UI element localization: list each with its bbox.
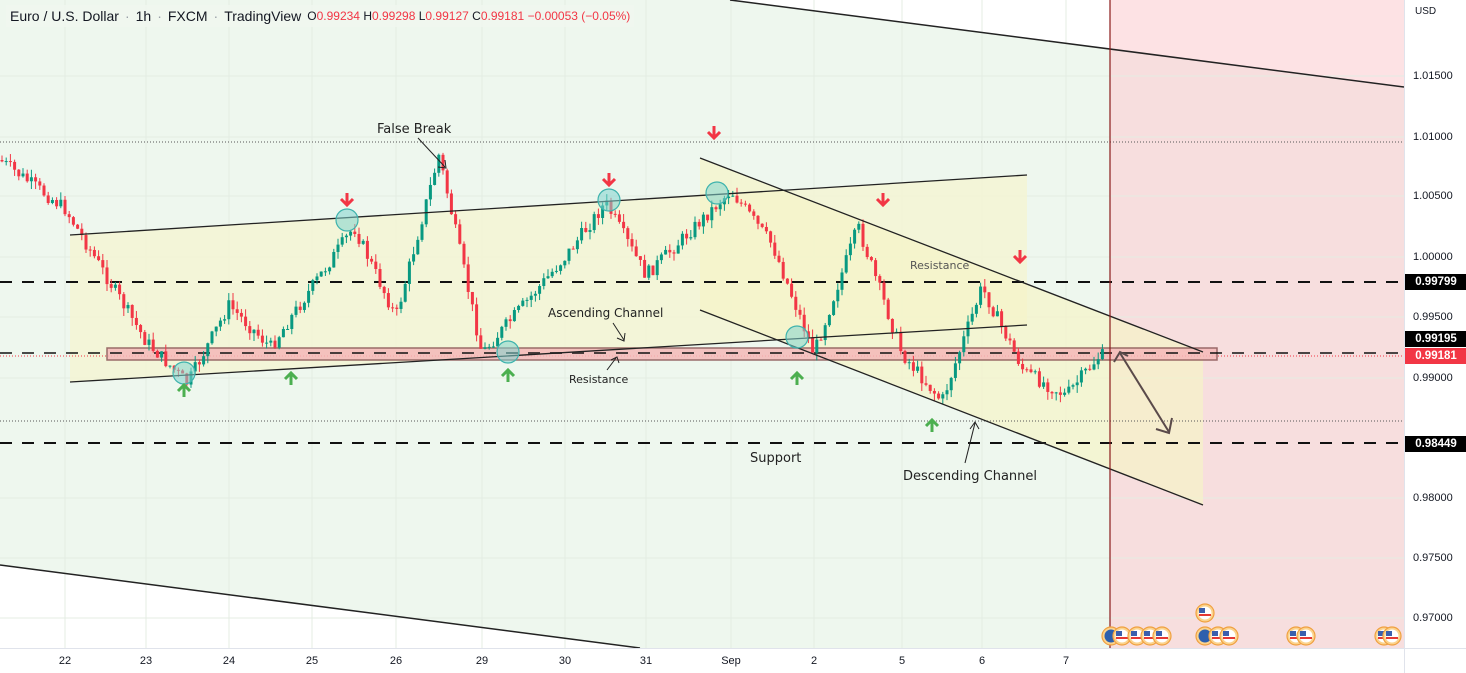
close-label: C xyxy=(472,9,481,23)
separator-dot: · xyxy=(124,8,130,24)
change-value: −0.00053 (−0.05%) xyxy=(527,9,631,23)
time-tick: 5 xyxy=(898,655,906,667)
price-level-tag: 0.98449 xyxy=(1405,436,1466,452)
price-tick: 0.99500 xyxy=(1413,311,1453,323)
economic-events[interactable] xyxy=(1101,603,1402,646)
descending-channel-fill xyxy=(700,158,1203,505)
time-tick: Sep xyxy=(721,655,741,667)
price-level-tag: 0.99181 xyxy=(1405,348,1466,364)
label-false-break: False Break xyxy=(377,122,452,137)
label-support: Support xyxy=(750,451,801,466)
high-value: 0.99298 xyxy=(372,9,416,23)
time-tick: 29 xyxy=(475,655,489,667)
price-tick: 0.98000 xyxy=(1413,492,1453,504)
separator-dot: · xyxy=(213,8,219,24)
ascending-channel-upper[interactable] xyxy=(69,174,1028,236)
price-tick: 1.01500 xyxy=(1413,70,1453,82)
signal-arrows xyxy=(176,126,1028,432)
time-tick: 24 xyxy=(222,655,236,667)
bearish-zone-background xyxy=(1110,0,1404,648)
separator-dot: · xyxy=(157,8,162,24)
descending-channel-upper[interactable] xyxy=(699,157,1204,353)
label-resistance-low: Resistance xyxy=(569,373,629,386)
price-chart-canvas[interactable]: False Break Ascending Channel Resistance… xyxy=(0,0,1405,649)
time-axis[interactable]: 22 23 24 25 26 29 30 31 Sep 2 5 6 7 xyxy=(0,648,1404,673)
price-tick: 1.00500 xyxy=(1413,190,1453,202)
price-tick: 1.01000 xyxy=(1413,131,1453,143)
time-tick: 6 xyxy=(978,655,986,667)
close-value: 0.99181 xyxy=(480,9,525,23)
ohlc-values: O0.99234 H0.99298 L0.99127 C0.99181 −0.0… xyxy=(307,9,630,23)
open-value: 0.99234 xyxy=(316,9,360,23)
label-resistance-upper: Resistance xyxy=(910,259,970,272)
wedge-upper-trendline[interactable] xyxy=(729,0,1405,88)
ascending-channel-lower[interactable] xyxy=(69,324,1028,383)
time-tick: 23 xyxy=(139,655,153,667)
time-tick: 7 xyxy=(1062,655,1070,667)
time-tick: 22 xyxy=(58,655,72,667)
high-label: H xyxy=(363,9,372,23)
price-axis[interactable]: USD 1.01500 1.01000 1.00500 1.00000 0.99500 0… xyxy=(1404,0,1466,648)
price-tick: 0.97500 xyxy=(1413,552,1453,564)
time-tick: 30 xyxy=(558,655,572,667)
label-descending-channel: Descending Channel xyxy=(903,469,1037,484)
time-tick: 31 xyxy=(639,655,653,667)
price-tick: 0.97000 xyxy=(1413,612,1453,624)
time-tick: 25 xyxy=(305,655,319,667)
low-label: L xyxy=(418,9,426,23)
time-tick: 2 xyxy=(810,655,818,667)
price-level-tag: 0.99799 xyxy=(1405,274,1466,290)
descending-channel-lower[interactable] xyxy=(699,309,1204,506)
label-ascending-channel: Ascending Channel xyxy=(548,306,663,320)
exchange: FXCM xyxy=(167,8,208,24)
axis-corner xyxy=(1404,648,1466,673)
low-value: 0.99127 xyxy=(425,9,469,23)
symbol-name[interactable]: Euro / U.S. Dollar xyxy=(10,8,119,24)
price-tick: 1.00000 xyxy=(1413,251,1453,263)
outside-wedge-top xyxy=(0,0,1404,87)
touch-circles xyxy=(172,181,809,385)
candlesticks xyxy=(0,152,1104,404)
symbol-legend[interactable]: Euro / U.S. Dollar · 1h · FXCM · Trading… xyxy=(6,5,635,27)
annotation-pointers xyxy=(417,137,980,464)
wedge-lower-trendline[interactable] xyxy=(0,564,641,649)
interval[interactable]: 1h xyxy=(135,8,152,24)
data-source: TradingView xyxy=(224,8,302,24)
price-tick: 0.99000 xyxy=(1413,372,1453,384)
bearish-zone-top xyxy=(1110,0,1404,87)
projection-arrow xyxy=(1113,350,1173,435)
currency-unit: USD xyxy=(1415,6,1437,17)
price-level-tag: 0.99195 xyxy=(1405,331,1466,347)
time-tick: 26 xyxy=(389,655,403,667)
open-label: O xyxy=(307,9,317,23)
